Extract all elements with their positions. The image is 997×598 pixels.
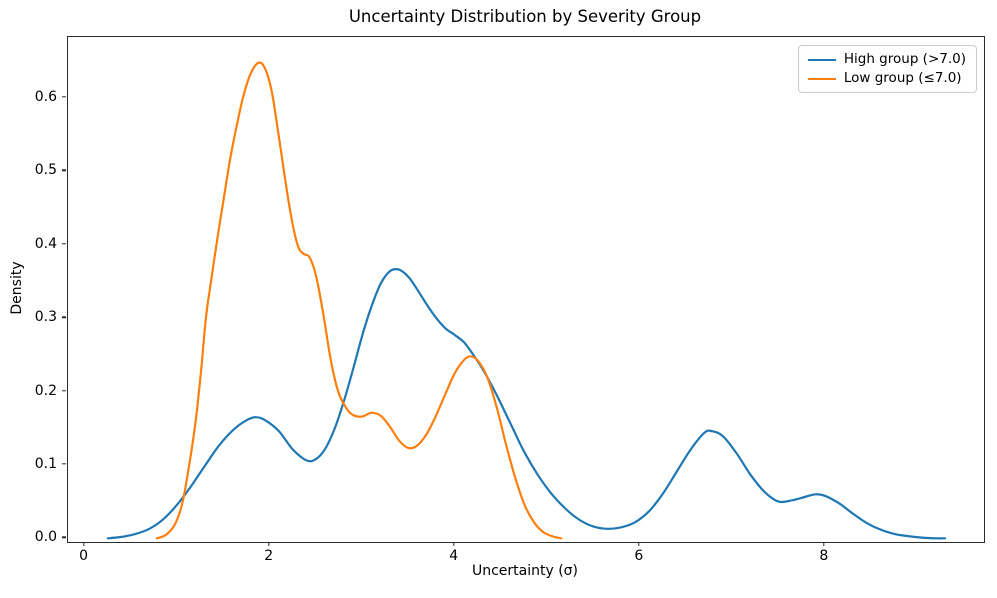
y-tick-label: 0.5 xyxy=(34,162,57,179)
x-tick-label: 2 xyxy=(264,548,274,564)
legend-line-icon xyxy=(807,58,836,61)
y-tick-mark xyxy=(62,389,66,392)
x-tick-label: 0 xyxy=(79,548,89,564)
y-axis-label: Density xyxy=(9,261,25,315)
legend-item-low-series: Low group (≤7.0) xyxy=(807,70,966,86)
y-tick-label: 0.3 xyxy=(34,309,57,326)
legend: High group (>7.0) Low group (≤7.0) xyxy=(797,45,977,93)
plot-area: High group (>7.0) Low group (≤7.0) xyxy=(67,36,985,543)
y-tick-label: 0.6 xyxy=(34,88,57,105)
legend-item-high-series: High group (>7.0) xyxy=(807,51,966,67)
x-tick-mark xyxy=(268,542,270,546)
y-tick-mark xyxy=(62,96,66,98)
x-tick-mark xyxy=(823,542,825,546)
legend-line-icon xyxy=(807,77,836,80)
high-series-line xyxy=(106,267,947,540)
x-tick-label: 8 xyxy=(819,548,829,564)
legend-label: Low group (≤7.0) xyxy=(843,70,962,86)
y-tick-mark xyxy=(62,463,66,465)
low-series-line xyxy=(155,61,563,540)
chart-title: Uncertainty Distribution by Severity Gro… xyxy=(348,7,702,26)
y-tick-label: 0.1 xyxy=(34,455,57,472)
y-tick-label: 0.4 xyxy=(34,235,57,252)
x-tick-label: 6 xyxy=(634,548,644,564)
legend-label: High group (>7.0) xyxy=(843,51,966,67)
y-tick-label: 0.2 xyxy=(34,382,57,399)
x-axis-label: Uncertainty (σ) xyxy=(471,563,579,579)
y-tick-mark xyxy=(62,316,66,318)
y-tick-mark xyxy=(62,536,66,539)
x-tick-mark xyxy=(638,542,640,546)
x-tick-mark xyxy=(453,542,455,546)
series-lines xyxy=(106,61,947,540)
x-tick-mark xyxy=(82,542,85,546)
y-tick-mark xyxy=(62,169,66,172)
y-tick-mark xyxy=(62,243,66,245)
y-tick-label: 0.0 xyxy=(34,529,57,546)
x-tick-label: 4 xyxy=(449,548,459,564)
